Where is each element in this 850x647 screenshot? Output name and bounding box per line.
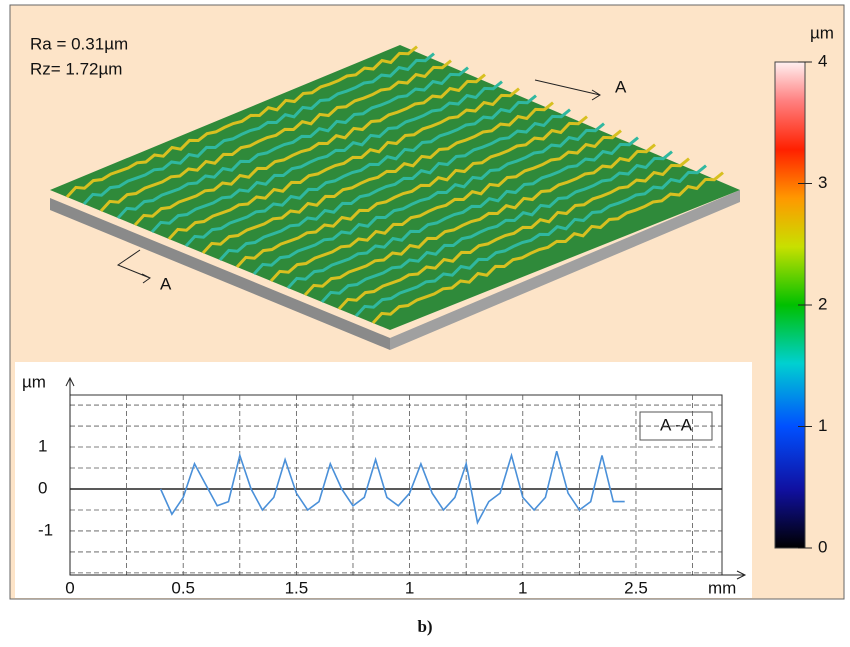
y-tick-label: 1 (38, 437, 47, 456)
caption: b) (417, 617, 432, 636)
x-axis-label: mm (708, 578, 736, 597)
y-axis-label: µm (22, 372, 46, 391)
figure: Ra = 0.31µm Rz= 1.72µm A A A -A b) 0 0.5 1… (0, 0, 850, 642)
legend-label: A -A (660, 415, 693, 434)
colorbar-tick-label: 3 (818, 173, 827, 192)
x-tick-label: 1 (405, 578, 414, 597)
section-label: A (160, 274, 172, 293)
colorbar-tick-label: 0 (818, 537, 827, 556)
colorbar-tick-label: 4 (818, 51, 827, 70)
x-tick-label: 2.5 (624, 578, 648, 597)
colorbar-tick-label: 2 (818, 294, 827, 313)
y-tick-label: 0 (38, 478, 47, 497)
x-tick-label: 1 (518, 578, 527, 597)
colorbar-tick-label: 1 (818, 416, 827, 435)
profile-panel (15, 362, 752, 598)
y-tick-label: -1 (38, 520, 53, 539)
x-tick-label: 0 (65, 578, 74, 597)
x-tick-label: 0.5 (171, 578, 195, 597)
annotation: Rz= 1.72µm (30, 59, 122, 78)
x-tick-label: 1.5 (285, 578, 309, 597)
section-label: A (615, 77, 627, 96)
colorbar-unit: µm (810, 23, 834, 42)
annotation: Ra = 0.31µm (30, 34, 128, 53)
